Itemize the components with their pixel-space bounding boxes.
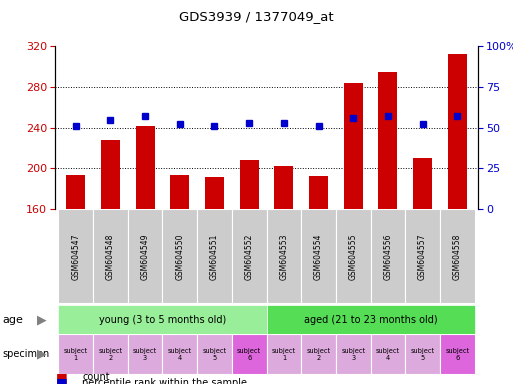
Text: GSM604554: GSM604554 bbox=[314, 233, 323, 280]
Bar bbox=[440, 334, 475, 374]
Text: GSM604550: GSM604550 bbox=[175, 233, 184, 280]
Bar bbox=[197, 334, 232, 374]
Bar bbox=[163, 209, 197, 303]
Bar bbox=[58, 334, 93, 374]
Bar bbox=[301, 334, 336, 374]
Bar bbox=[344, 83, 363, 209]
Bar bbox=[405, 209, 440, 303]
Text: GSM604553: GSM604553 bbox=[280, 233, 288, 280]
Bar bbox=[336, 209, 370, 303]
Bar bbox=[170, 175, 189, 209]
Bar bbox=[448, 54, 467, 209]
Text: GSM604556: GSM604556 bbox=[383, 233, 392, 280]
Bar bbox=[440, 209, 475, 303]
Text: GSM604549: GSM604549 bbox=[141, 233, 150, 280]
Bar bbox=[267, 334, 301, 374]
Text: subject
1: subject 1 bbox=[64, 348, 88, 361]
Text: ■: ■ bbox=[56, 371, 67, 384]
Bar bbox=[58, 305, 267, 334]
Bar bbox=[93, 209, 128, 303]
Text: GSM604552: GSM604552 bbox=[245, 233, 253, 280]
Text: percentile rank within the sample: percentile rank within the sample bbox=[82, 378, 247, 384]
Text: aged (21 to 23 months old): aged (21 to 23 months old) bbox=[304, 314, 438, 325]
Bar bbox=[309, 175, 328, 209]
Text: subject
4: subject 4 bbox=[168, 348, 192, 361]
Bar bbox=[370, 334, 405, 374]
Text: subject
2: subject 2 bbox=[306, 348, 330, 361]
Bar bbox=[128, 334, 163, 374]
Bar bbox=[163, 334, 197, 374]
Text: subject
3: subject 3 bbox=[133, 348, 157, 361]
Text: subject
5: subject 5 bbox=[410, 348, 435, 361]
Text: subject
6: subject 6 bbox=[445, 348, 469, 361]
Bar bbox=[336, 334, 370, 374]
Bar bbox=[267, 305, 475, 334]
Text: specimen: specimen bbox=[3, 349, 50, 359]
Text: subject
1: subject 1 bbox=[272, 348, 296, 361]
Bar bbox=[240, 161, 259, 209]
Bar bbox=[205, 177, 224, 209]
Text: GDS3939 / 1377049_at: GDS3939 / 1377049_at bbox=[179, 10, 334, 23]
Bar bbox=[301, 209, 336, 303]
Text: young (3 to 5 months old): young (3 to 5 months old) bbox=[99, 314, 226, 325]
Text: GSM604558: GSM604558 bbox=[453, 233, 462, 280]
Text: ■: ■ bbox=[56, 377, 67, 384]
Text: GSM604548: GSM604548 bbox=[106, 233, 115, 280]
Bar bbox=[267, 209, 301, 303]
Text: subject
5: subject 5 bbox=[203, 348, 227, 361]
Bar bbox=[274, 166, 293, 209]
Text: subject
4: subject 4 bbox=[376, 348, 400, 361]
Bar bbox=[379, 71, 398, 209]
Text: GSM604551: GSM604551 bbox=[210, 233, 219, 280]
Text: GSM604555: GSM604555 bbox=[349, 233, 358, 280]
Text: subject
2: subject 2 bbox=[98, 348, 123, 361]
Bar bbox=[101, 140, 120, 209]
Bar bbox=[197, 209, 232, 303]
Text: GSM604557: GSM604557 bbox=[418, 233, 427, 280]
Text: ▶: ▶ bbox=[37, 313, 47, 326]
Bar bbox=[128, 209, 163, 303]
Bar bbox=[232, 334, 267, 374]
Text: subject
6: subject 6 bbox=[237, 348, 261, 361]
Bar bbox=[135, 126, 154, 209]
Bar bbox=[405, 334, 440, 374]
Text: count: count bbox=[82, 372, 110, 382]
Text: age: age bbox=[3, 314, 24, 325]
Bar bbox=[66, 175, 85, 209]
Bar bbox=[232, 209, 267, 303]
Bar bbox=[370, 209, 405, 303]
Bar bbox=[413, 158, 432, 209]
Text: ▶: ▶ bbox=[37, 348, 47, 361]
Bar bbox=[93, 334, 128, 374]
Text: subject
3: subject 3 bbox=[341, 348, 365, 361]
Bar bbox=[58, 209, 93, 303]
Text: GSM604547: GSM604547 bbox=[71, 233, 80, 280]
